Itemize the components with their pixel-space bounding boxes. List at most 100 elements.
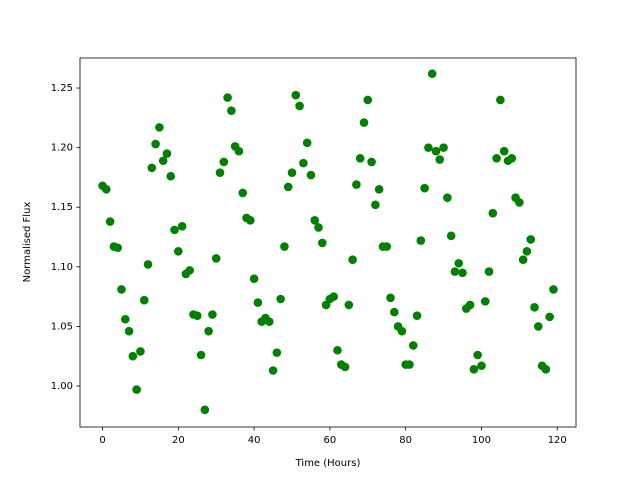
point xyxy=(359,118,369,127)
point xyxy=(526,235,536,244)
point xyxy=(541,365,551,374)
point xyxy=(318,238,327,248)
point xyxy=(390,307,399,317)
point xyxy=(223,93,232,102)
point xyxy=(450,267,460,276)
point xyxy=(530,303,539,312)
point xyxy=(533,322,543,331)
point xyxy=(102,185,111,194)
point xyxy=(382,242,392,251)
point xyxy=(211,254,221,263)
point xyxy=(219,157,229,167)
point xyxy=(416,236,426,245)
x-tick-label: 40 xyxy=(248,435,261,446)
point xyxy=(174,247,183,256)
point xyxy=(295,101,304,111)
point xyxy=(443,193,452,202)
point xyxy=(484,267,494,276)
point xyxy=(162,149,172,158)
point xyxy=(408,341,418,350)
point xyxy=(299,158,308,168)
point xyxy=(268,366,278,375)
point xyxy=(120,314,130,324)
point xyxy=(215,168,225,177)
point xyxy=(348,255,357,264)
point xyxy=(355,154,365,163)
y-tick-label: 1.05 xyxy=(51,321,73,332)
point xyxy=(249,274,259,284)
point xyxy=(310,216,320,225)
point xyxy=(143,260,153,269)
point xyxy=(333,345,342,355)
point xyxy=(105,217,115,226)
point xyxy=(397,326,407,336)
point xyxy=(499,146,509,156)
point xyxy=(427,69,437,79)
x-tick-label: 60 xyxy=(324,435,337,446)
point xyxy=(515,198,524,207)
point xyxy=(371,200,380,210)
point xyxy=(492,154,501,163)
point xyxy=(280,242,289,251)
x-tick-label: 100 xyxy=(472,435,491,446)
point xyxy=(435,155,445,164)
x-axis-label: Time (Hours) xyxy=(295,458,361,469)
x-tick-label: 120 xyxy=(548,435,567,446)
point xyxy=(363,95,373,105)
point xyxy=(166,171,176,181)
point xyxy=(200,405,210,415)
point xyxy=(454,258,464,268)
point xyxy=(287,168,297,177)
point xyxy=(151,139,160,149)
point xyxy=(439,143,448,152)
point xyxy=(465,300,475,310)
point xyxy=(208,310,217,319)
y-tick-label: 1.00 xyxy=(51,381,73,392)
point xyxy=(314,223,323,232)
point xyxy=(518,255,528,264)
point xyxy=(147,163,157,173)
point xyxy=(488,208,498,218)
point xyxy=(276,294,285,304)
point xyxy=(253,298,263,307)
point xyxy=(386,293,395,303)
point xyxy=(469,365,479,374)
x-tick-label: 0 xyxy=(99,435,105,446)
point xyxy=(405,360,414,369)
point xyxy=(139,295,149,305)
point xyxy=(272,348,282,357)
point xyxy=(458,268,467,278)
point xyxy=(204,326,213,336)
plot-frame xyxy=(79,57,577,428)
x-tick-label: 20 xyxy=(172,435,185,446)
point xyxy=(192,311,202,320)
point xyxy=(246,216,255,225)
point xyxy=(136,347,145,356)
point xyxy=(196,350,206,360)
point xyxy=(283,182,293,192)
y-tick-label: 1.20 xyxy=(51,143,73,154)
point xyxy=(302,138,312,148)
point xyxy=(545,312,554,322)
point xyxy=(473,350,482,360)
point xyxy=(227,106,236,115)
x-tick-label: 80 xyxy=(399,435,412,446)
point xyxy=(480,297,490,306)
y-tick-label: 1.15 xyxy=(51,202,73,213)
point xyxy=(412,311,422,320)
point xyxy=(291,90,301,100)
y-tick-label: 1.25 xyxy=(51,83,73,94)
point xyxy=(374,185,384,194)
point xyxy=(496,95,505,105)
point xyxy=(306,170,316,180)
point xyxy=(234,146,244,156)
y-tick-label: 1.10 xyxy=(51,262,73,273)
point xyxy=(113,243,123,253)
y-axis-label: Normalised Flux xyxy=(22,202,33,283)
point xyxy=(522,247,532,256)
point xyxy=(507,154,517,163)
point xyxy=(238,188,248,198)
point xyxy=(352,180,361,189)
